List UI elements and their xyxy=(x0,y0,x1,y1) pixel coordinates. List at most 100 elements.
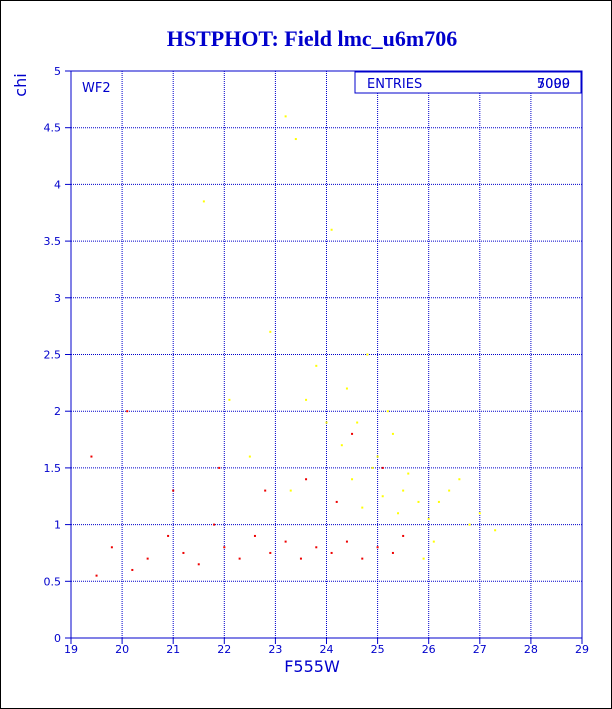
scatter-points xyxy=(90,115,497,577)
y-tick-label: 5 xyxy=(54,65,61,78)
x-tick-label: 19 xyxy=(64,643,78,656)
stats-entries-label: ENTRIES xyxy=(367,77,422,92)
x-tick-label: 25 xyxy=(371,643,385,656)
yellow-data-point xyxy=(422,557,425,560)
y-tick-label: 4 xyxy=(54,178,61,191)
red-data-point xyxy=(223,546,226,549)
yellow-data-point xyxy=(366,353,369,356)
yellow-data-point xyxy=(305,398,308,401)
yellow-data-point xyxy=(315,364,318,367)
red-data-point xyxy=(381,466,384,469)
yellow-data-point xyxy=(269,330,272,333)
red-data-point xyxy=(197,563,200,566)
red-data-point xyxy=(264,489,267,492)
yellow-data-point xyxy=(376,455,379,458)
red-data-point xyxy=(330,551,333,554)
x-tick-label: 29 xyxy=(575,643,589,656)
y-tick-label: 4.5 xyxy=(44,122,62,135)
x-tick-label: 27 xyxy=(473,643,487,656)
y-tick-label: 2.5 xyxy=(44,349,62,362)
yellow-data-point xyxy=(417,500,420,503)
yellow-data-point xyxy=(351,478,354,481)
yellow-data-point xyxy=(325,421,328,424)
yellow-data-point xyxy=(432,540,435,543)
yellow-data-point xyxy=(248,455,251,458)
yellow-data-point xyxy=(402,489,405,492)
yellow-data-point xyxy=(361,506,364,509)
red-data-point xyxy=(269,551,272,554)
red-data-point xyxy=(299,557,302,560)
red-data-point xyxy=(284,540,287,543)
red-data-point xyxy=(90,455,93,458)
stats-box-frame xyxy=(354,71,582,94)
red-data-point xyxy=(402,534,405,537)
yellow-data-point xyxy=(386,410,389,413)
yellow-data-point xyxy=(468,523,471,526)
red-data-point xyxy=(182,551,185,554)
x-tick-label: 21 xyxy=(166,643,180,656)
y-tick-label: 2 xyxy=(54,405,61,418)
yellow-data-point xyxy=(397,512,400,515)
yellow-data-point xyxy=(356,421,359,424)
x-axis-title: F555W xyxy=(284,657,340,676)
yellow-data-point xyxy=(202,200,205,203)
x-tick-label: 28 xyxy=(524,643,538,656)
red-data-point xyxy=(172,489,175,492)
red-data-point xyxy=(315,546,318,549)
stats-box: ENTRIES 7000 5099 xyxy=(354,71,582,94)
red-data-point xyxy=(345,540,348,543)
red-data-point xyxy=(253,534,256,537)
red-data-point xyxy=(146,557,149,560)
red-data-point xyxy=(167,534,170,537)
yellow-data-point xyxy=(345,387,348,390)
red-data-point xyxy=(361,557,364,560)
yellow-data-point xyxy=(294,138,297,141)
yellow-data-point xyxy=(330,228,333,231)
red-data-point xyxy=(376,546,379,549)
y-tick-label: 1 xyxy=(54,519,61,532)
red-data-point xyxy=(110,546,113,549)
yellow-data-point xyxy=(494,529,497,532)
yellow-data-point xyxy=(407,472,410,475)
y-tick-label: 3 xyxy=(54,292,61,305)
yellow-data-point xyxy=(381,495,384,498)
y-tick-label: 0 xyxy=(54,632,61,645)
chart-title: HSTPHOT: Field lmc_u6m706 xyxy=(167,26,457,51)
yellow-data-point xyxy=(448,489,451,492)
grid xyxy=(71,71,582,638)
yellow-data-point xyxy=(289,489,292,492)
yellow-data-point xyxy=(478,512,481,515)
yellow-data-point xyxy=(228,398,231,401)
x-tick-label: 22 xyxy=(217,643,231,656)
red-data-point xyxy=(351,432,354,435)
yellow-data-point xyxy=(284,115,287,118)
y-tick-label: 0.5 xyxy=(44,575,62,588)
yellow-data-point xyxy=(371,466,374,469)
yellow-data-point xyxy=(340,444,343,447)
red-data-point xyxy=(305,478,308,481)
yellow-data-point xyxy=(427,517,430,520)
y-tick-label: 3.5 xyxy=(44,235,62,248)
stats-entries-value-back: 7000 xyxy=(537,77,570,92)
red-data-point xyxy=(213,523,216,526)
x-tick-label: 23 xyxy=(268,643,282,656)
stats-entries-value-front: 5099 xyxy=(537,77,570,92)
yellow-data-point xyxy=(458,478,461,481)
red-data-point xyxy=(218,466,221,469)
y-tick-label: 1.5 xyxy=(44,462,62,475)
y-axis-ticks: 0 0.5 1 1.5 2 2.5 3 3.5 4 4.5 5 xyxy=(44,65,71,645)
yellow-data-point xyxy=(391,432,394,435)
panel-label: WF2 xyxy=(82,81,111,96)
red-data-point xyxy=(126,410,129,413)
x-tick-label: 26 xyxy=(422,643,436,656)
red-data-point xyxy=(131,568,134,571)
red-data-point xyxy=(238,557,241,560)
yellow-data-point xyxy=(437,500,440,503)
red-data-point xyxy=(335,500,338,503)
x-tick-label: 20 xyxy=(115,643,129,656)
red-data-point xyxy=(95,574,98,577)
y-axis-title: chi xyxy=(11,73,30,96)
x-tick-label: 24 xyxy=(320,643,334,656)
x-axis-ticks: 19 20 21 22 23 24 25 26 27 28 29 xyxy=(64,638,589,656)
